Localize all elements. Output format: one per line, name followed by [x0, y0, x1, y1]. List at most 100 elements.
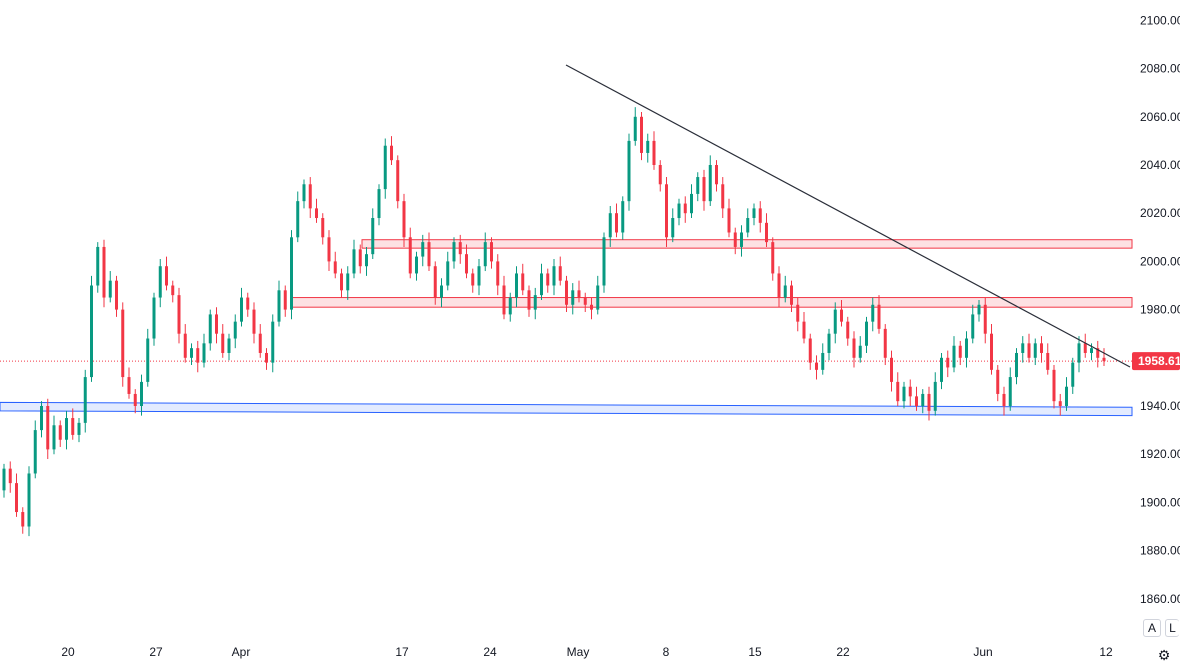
candle	[771, 237, 775, 281]
candle	[221, 324, 225, 358]
candle	[821, 343, 825, 375]
candle	[215, 307, 218, 344]
candle	[421, 234, 425, 267]
resistance-zone-lower	[291, 297, 1133, 308]
candle	[858, 336, 862, 363]
candle	[802, 312, 806, 344]
candle	[777, 266, 781, 308]
candle	[908, 379, 912, 406]
candle	[402, 193, 406, 247]
candle	[8, 461, 12, 493]
candle	[533, 287, 537, 320]
candle	[352, 239, 356, 279]
last-price-badge-bg	[1132, 352, 1180, 371]
x-tick-label: 8	[663, 645, 670, 659]
candle	[515, 266, 518, 308]
candle	[40, 401, 43, 438]
candle	[277, 280, 281, 327]
candle	[227, 333, 231, 361]
candle	[740, 225, 743, 257]
candle	[177, 287, 181, 344]
lines-layer	[565, 64, 1131, 368]
descending-trendline	[565, 64, 1131, 368]
candle	[983, 297, 987, 344]
x-tick-label: 12	[1099, 645, 1113, 659]
candle	[440, 278, 443, 308]
candle	[302, 179, 306, 209]
candle	[1071, 357, 1075, 394]
y-tick-label: 1880.00	[1140, 544, 1180, 558]
candle	[946, 350, 950, 378]
candle	[658, 160, 662, 192]
candle	[815, 355, 818, 380]
candle	[690, 184, 693, 219]
candle	[490, 237, 493, 269]
candle	[252, 302, 256, 344]
candle	[640, 111, 643, 161]
y-tick-label: 1860.00	[1140, 592, 1180, 606]
candle	[83, 369, 87, 433]
x-tick-label: 27	[149, 645, 163, 659]
candle	[333, 251, 337, 279]
candle	[977, 299, 981, 322]
candle	[458, 234, 462, 264]
candle	[102, 239, 106, 308]
x-tick-label: Jun	[973, 645, 992, 659]
y-tick-label: 2080.00	[1140, 62, 1180, 76]
y-tick-label: 2020.00	[1140, 206, 1180, 220]
candle	[933, 372, 937, 416]
log-scale-button[interactable]: L	[1165, 619, 1179, 637]
candle	[108, 271, 112, 303]
candle	[146, 328, 150, 387]
candle	[1065, 377, 1068, 411]
candle	[502, 275, 506, 320]
candle	[665, 177, 668, 247]
candle	[921, 389, 925, 414]
candle	[552, 258, 556, 296]
candle	[465, 244, 468, 279]
y-tick-label: 1940.00	[1140, 399, 1180, 413]
candle	[765, 213, 768, 247]
x-tick-label: 22	[836, 645, 850, 659]
gear-icon[interactable]: ⚙	[1157, 646, 1171, 663]
candle	[65, 410, 68, 450]
candle	[46, 398, 50, 460]
candle	[727, 198, 731, 238]
candle	[865, 316, 868, 353]
auto-scale-button[interactable]: A	[1143, 619, 1161, 637]
candle	[915, 386, 918, 411]
candle	[296, 191, 300, 243]
candle	[808, 333, 812, 370]
candle	[896, 372, 900, 406]
candle	[115, 275, 118, 317]
candle	[1008, 367, 1012, 411]
candle	[308, 177, 312, 219]
candle	[2, 463, 6, 498]
candle	[577, 280, 581, 303]
candle	[396, 155, 400, 209]
candle	[615, 203, 618, 238]
candle	[471, 268, 475, 293]
candle	[965, 331, 968, 368]
resistance-zone-upper	[361, 239, 1133, 249]
candle	[677, 198, 681, 226]
y-tick-label: 1920.00	[1140, 447, 1180, 461]
candle	[452, 237, 456, 269]
candle	[90, 275, 93, 382]
y-tick-label: 1980.00	[1140, 303, 1180, 317]
candle	[327, 230, 331, 272]
candle	[671, 208, 675, 243]
candle	[527, 285, 531, 317]
candle	[1077, 336, 1081, 373]
candle	[346, 266, 350, 300]
candle	[383, 138, 387, 199]
x-tick-label: 17	[395, 645, 409, 659]
candle	[233, 314, 237, 349]
candle	[27, 466, 31, 537]
candle	[433, 261, 437, 305]
candle	[708, 155, 712, 206]
candle	[240, 287, 243, 327]
candle	[133, 389, 137, 414]
candle	[283, 285, 287, 317]
